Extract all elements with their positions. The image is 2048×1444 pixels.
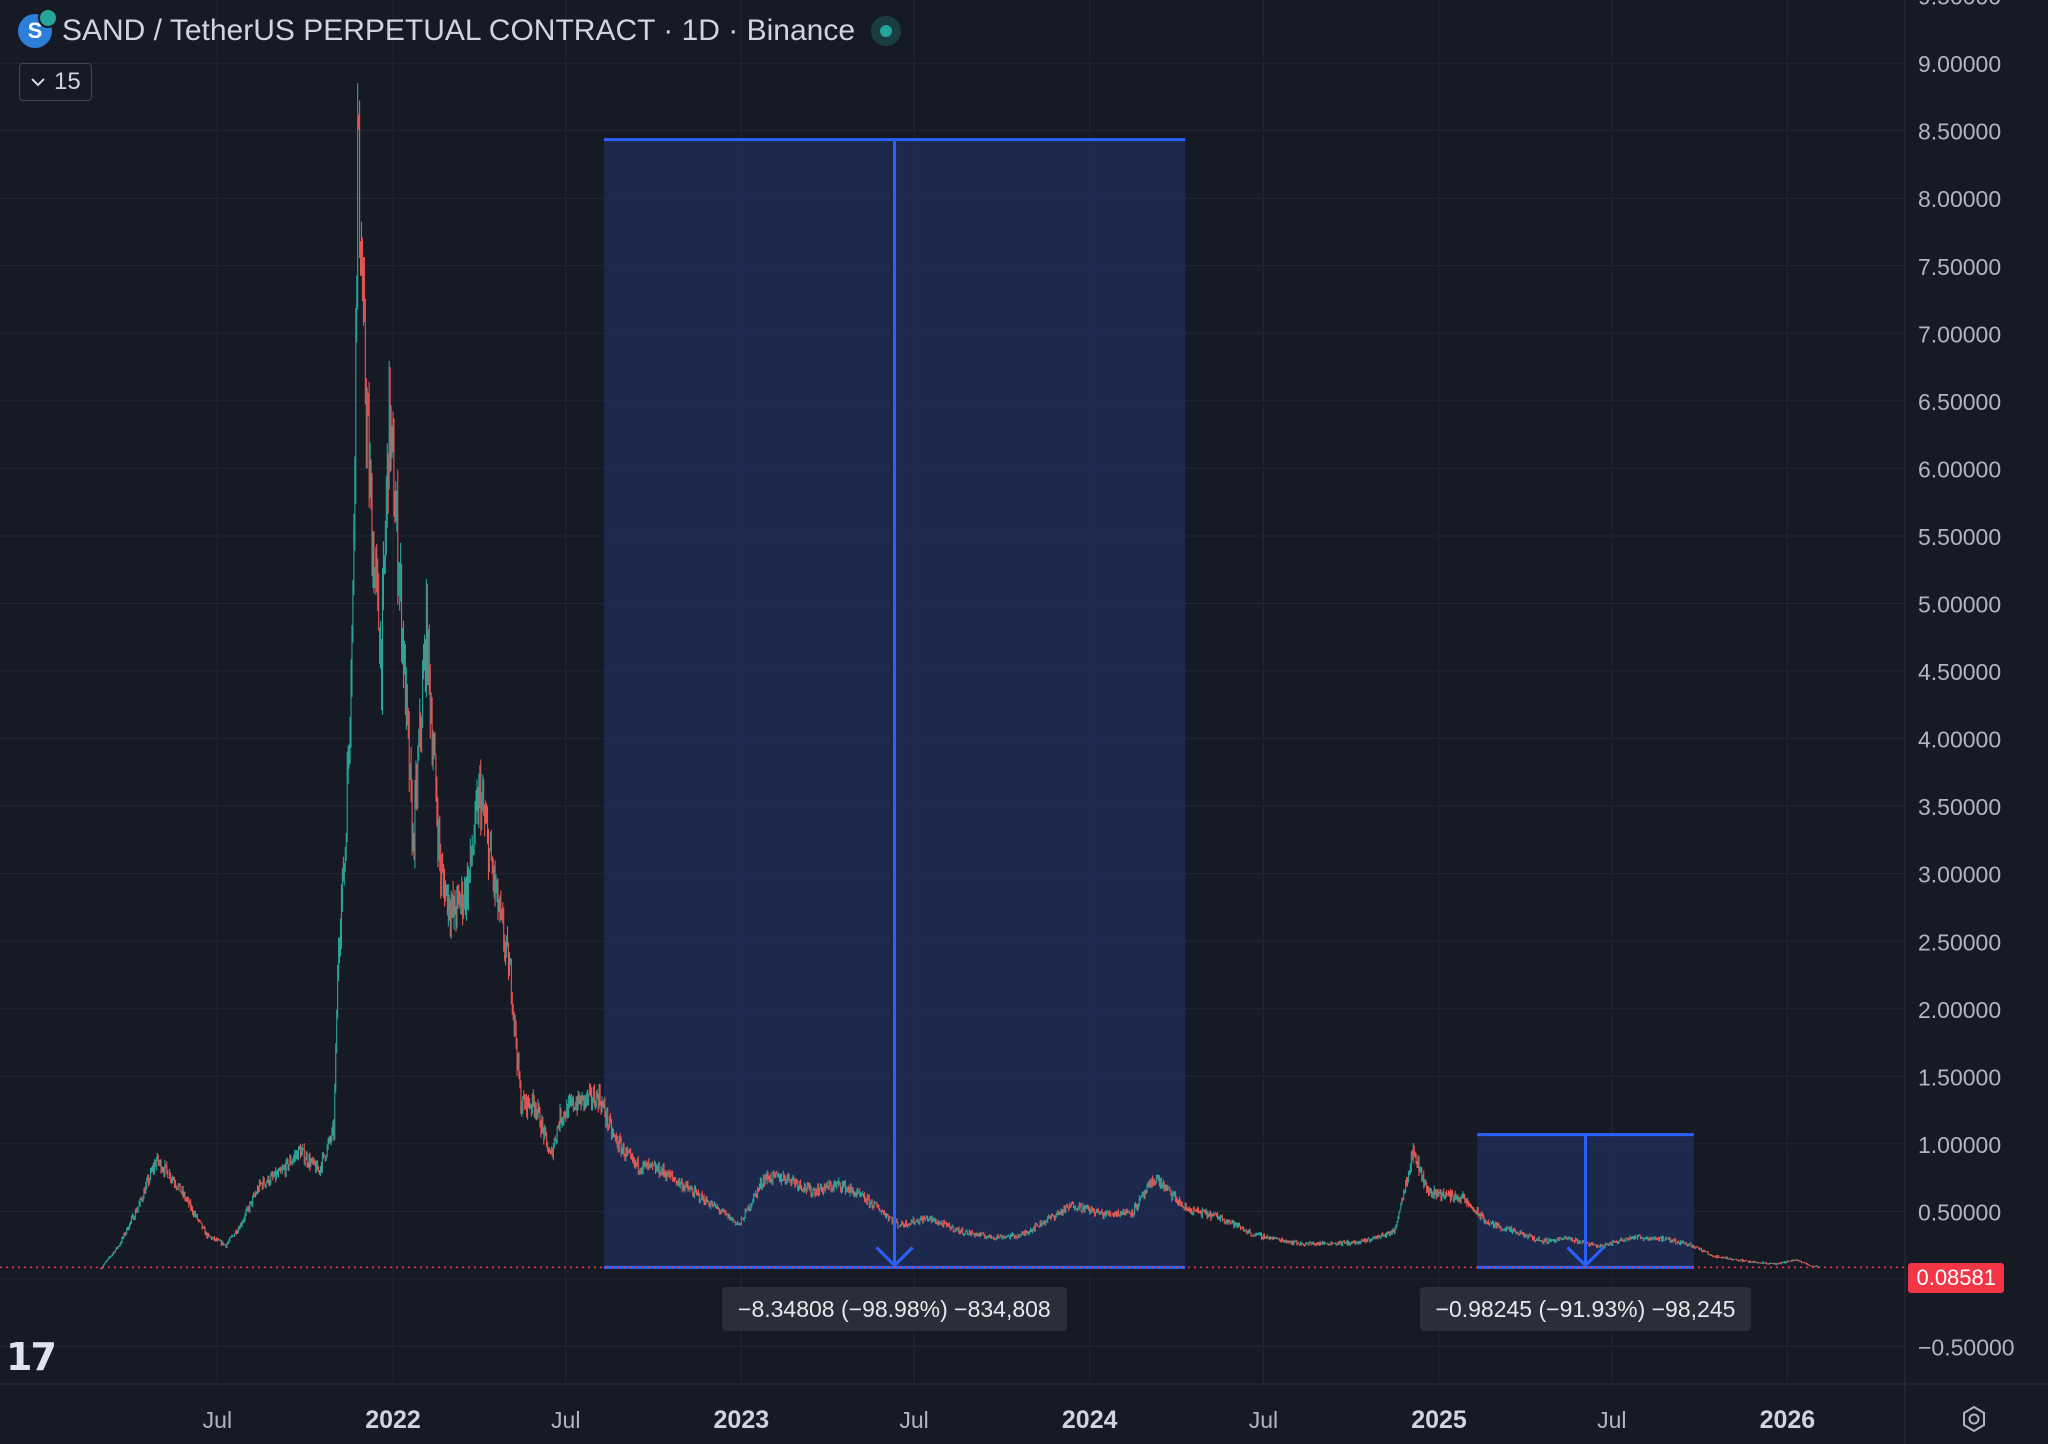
measure-label-1: −8.34808 (−98.98%) −834,808	[722, 1287, 1067, 1332]
y-tick-label: 7.00000	[1918, 321, 2001, 347]
symbol-title: SAND / TetherUS PERPETUAL CONTRACT · 1D …	[62, 14, 856, 47]
y-tick-label: 1.50000	[1918, 1064, 2001, 1090]
candles	[100, 83, 1821, 1270]
y-tick-label: 4.00000	[1918, 727, 2001, 753]
gear-icon[interactable]	[1960, 1405, 1988, 1433]
x-tick-label: Jul	[1597, 1407, 1626, 1433]
price-axis[interactable]: 9.50000 9.00000 8.50000 8.00000 7.50000 7.000…	[1918, 0, 2015, 1361]
measure-arrow-head	[875, 1246, 914, 1268]
y-tick-label: 2.50000	[1918, 929, 2001, 955]
measure-arrow-head	[1566, 1246, 1605, 1268]
x-tick-label: 2022	[365, 1406, 421, 1434]
market-status-icon	[871, 16, 902, 46]
x-tick-label: 2026	[1760, 1406, 1816, 1434]
measure-label-2: −0.98245 (−91.93%) −98,245	[1419, 1287, 1752, 1332]
indicators-toggle-button[interactable]: 15	[19, 63, 92, 101]
x-tick-label: 2025	[1411, 1406, 1467, 1434]
measurement-arrows	[0, 138, 1905, 1269]
tradingview-logo[interactable]: 17	[6, 1335, 57, 1379]
y-tick-label: 1.00000	[1918, 1132, 2001, 1158]
y-tick-label: 5.00000	[1918, 592, 2001, 618]
y-tick-label: 8.50000	[1918, 119, 2001, 145]
y-tick-label: 3.00000	[1918, 862, 2001, 888]
indicator-count: 15	[54, 68, 81, 95]
x-tick-label: Jul	[551, 1407, 580, 1433]
x-tick-label: 2024	[1062, 1406, 1118, 1434]
time-axis[interactable]: Jul 2022 Jul 2023 Jul 2024 Jul 2025 Jul 2026	[203, 1406, 1816, 1434]
last-price-badge: 0.08581	[1908, 1263, 2004, 1293]
y-tick-label: 2.00000	[1918, 997, 2001, 1023]
measurement-tools[interactable]	[603, 139, 1694, 1268]
y-tick-label: 4.50000	[1918, 659, 2001, 685]
chart-legend[interactable]: S SAND / TetherUS PERPETUAL CONTRACT · 1…	[18, 8, 902, 48]
y-tick-label: 9.50000	[1918, 0, 2001, 10]
y-tick-label: 5.50000	[1918, 524, 2001, 550]
x-tick-label: Jul	[899, 1407, 928, 1433]
y-tick-label: 9.00000	[1918, 51, 2001, 77]
y-tick-label: 7.50000	[1918, 254, 2001, 280]
y-tick-label: 0.50000	[1918, 1199, 2001, 1225]
sand-coin-icon: S	[18, 8, 58, 48]
y-tick-label: 3.50000	[1918, 794, 2001, 820]
chevron-down-icon	[31, 78, 45, 87]
logo-text: 17	[6, 1335, 57, 1379]
y-tick-label: 6.00000	[1918, 456, 2001, 482]
y-tick-label: −0.50000	[1918, 1335, 2015, 1361]
y-tick-label: 6.50000	[1918, 389, 2001, 415]
x-tick-label: Jul	[1249, 1407, 1278, 1433]
x-tick-label: Jul	[203, 1407, 232, 1433]
y-tick-label: 8.00000	[1918, 186, 2001, 212]
x-tick-label: 2023	[714, 1406, 770, 1434]
